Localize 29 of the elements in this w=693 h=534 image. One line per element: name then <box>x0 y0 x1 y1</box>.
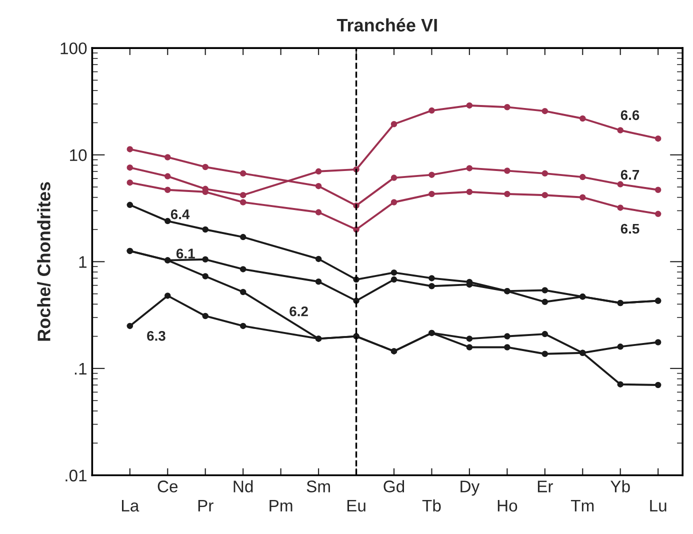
x-tick-label: Ce <box>158 480 178 492</box>
x-tick-label: Tb <box>422 499 441 512</box>
x-tick-label: Er <box>538 480 553 492</box>
x-tick-label: La <box>122 500 140 512</box>
y-tick-label: 100 <box>60 42 87 54</box>
series-label: 6.7 <box>620 170 640 180</box>
x-tick-label: Gd <box>384 480 404 492</box>
series-label: 6.5 <box>620 224 640 234</box>
y-tick-label: 1 <box>79 256 86 268</box>
y-tick-label: .01 <box>66 470 86 482</box>
series-label: 6.3 <box>147 330 166 341</box>
x-tick-label: Tm <box>570 500 594 512</box>
series-label: 6.6 <box>620 110 640 120</box>
series-label: 6.4 <box>170 209 190 220</box>
series-label: 6.1 <box>176 248 195 258</box>
x-tick-label: Nd <box>234 480 253 492</box>
x-tick-label: Pm <box>270 500 292 512</box>
x-tick-label: Dy <box>460 480 480 496</box>
x-tick-label: Sm <box>306 480 330 492</box>
series-label: 6.2 <box>290 306 308 316</box>
y-tick-label: 10 <box>70 149 87 162</box>
x-tick-label: Yb <box>610 480 630 492</box>
y-tick-label: .1 <box>74 363 86 374</box>
chart-title: Tranchée VI <box>336 18 437 32</box>
x-tick-label: Eu <box>347 500 366 512</box>
x-tick-label: Pr <box>198 500 214 512</box>
y-axis-title: Roche/ Chondrites <box>37 182 51 341</box>
x-tick-label: Lu <box>650 500 666 512</box>
x-tick-label: Ho <box>498 500 518 512</box>
